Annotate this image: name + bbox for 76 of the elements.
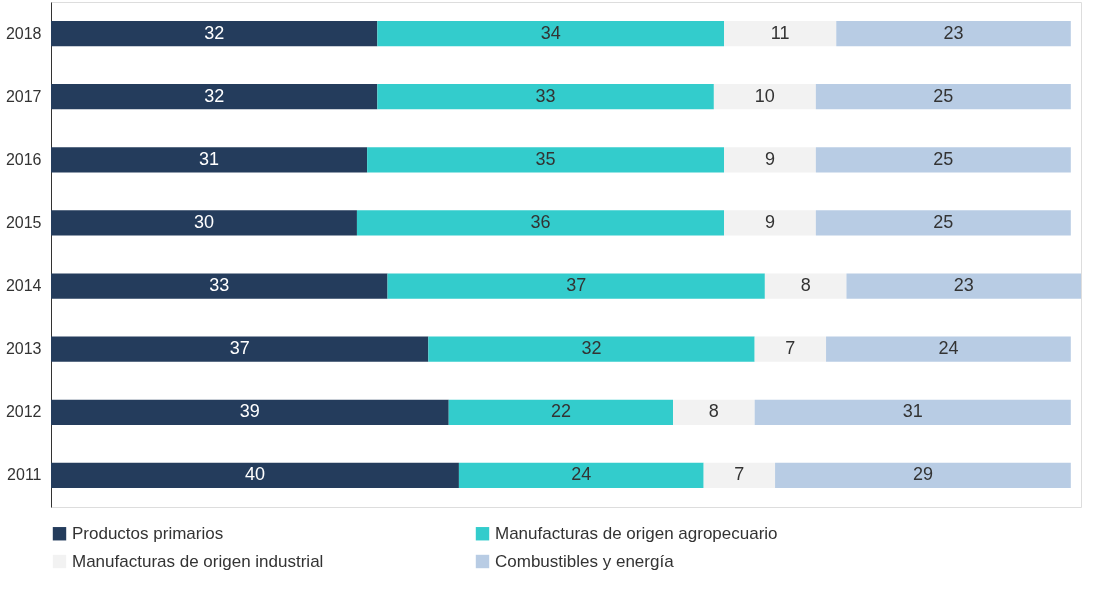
data-label: 25 — [933, 211, 954, 232]
bar — [367, 147, 725, 173]
data-label: 23 — [943, 22, 964, 43]
bar — [356, 210, 725, 236]
bar — [377, 20, 725, 47]
bar — [775, 462, 1071, 489]
bar — [724, 210, 816, 236]
data-label: 32 — [204, 85, 225, 106]
bar — [51, 273, 388, 299]
data-label: 31 — [902, 401, 923, 422]
bar — [724, 20, 837, 47]
bar — [428, 336, 755, 362]
bar — [51, 20, 378, 47]
bar — [815, 210, 1071, 236]
y-tick-label: 2012 — [5, 403, 42, 421]
data-label: 33 — [535, 85, 556, 106]
y-tick-label: 2014 — [5, 277, 42, 295]
bar — [815, 147, 1071, 173]
bar — [754, 399, 1071, 425]
y-tick-label: 2018 — [5, 24, 42, 42]
legend-label: Combustibles y energía — [495, 551, 675, 571]
data-label: 9 — [764, 211, 775, 232]
data-label: 23 — [953, 275, 974, 296]
bar — [713, 84, 816, 110]
y-tick-label: 2011 — [7, 466, 42, 484]
data-label: 34 — [540, 22, 561, 43]
bar — [846, 273, 1081, 299]
data-label: 33 — [209, 275, 230, 296]
data-label: 29 — [912, 464, 933, 485]
bar — [724, 147, 816, 173]
bar — [754, 336, 827, 362]
data-label: 8 — [800, 275, 811, 296]
data-label: 37 — [566, 275, 587, 296]
data-label: 32 — [581, 338, 602, 359]
y-tick-label: 2013 — [5, 340, 42, 358]
bar — [764, 273, 847, 299]
data-label: 22 — [550, 401, 571, 422]
bar — [51, 462, 459, 489]
data-label: 7 — [785, 338, 796, 359]
data-label: 10 — [754, 85, 775, 106]
bar — [826, 336, 1071, 362]
data-label: 40 — [244, 464, 265, 485]
data-label: 32 — [204, 22, 225, 43]
bar — [448, 399, 674, 425]
y-tick-label: 2017 — [5, 87, 42, 105]
data-label: 37 — [229, 338, 250, 359]
legend-label: Manufacturas de origen industrial — [72, 551, 324, 571]
data-label: 35 — [535, 148, 556, 169]
bar — [458, 462, 704, 489]
y-tick-label: 2015 — [5, 213, 42, 231]
bar — [51, 210, 357, 236]
data-label: 9 — [764, 148, 775, 169]
bar — [387, 273, 765, 299]
data-label: 31 — [199, 148, 220, 169]
legend-label: Productos primarios — [72, 523, 224, 543]
bar — [51, 336, 429, 362]
legend-label: Manufacturas de origen agropecuario — [495, 523, 778, 543]
bar — [51, 84, 378, 110]
bar — [836, 20, 1071, 47]
data-label: 39 — [239, 401, 260, 422]
bar — [51, 399, 449, 425]
data-label: 25 — [933, 85, 954, 106]
data-label: 24 — [571, 464, 592, 485]
bar — [703, 462, 776, 489]
bar — [377, 84, 714, 110]
bar — [815, 84, 1071, 110]
data-label: 11 — [770, 22, 790, 43]
data-label: 8 — [708, 401, 719, 422]
bar — [51, 147, 368, 173]
data-label: 7 — [734, 464, 745, 485]
data-label: 30 — [193, 211, 214, 232]
data-label: 36 — [530, 211, 551, 232]
data-label: 24 — [938, 338, 959, 359]
data-label: 25 — [933, 148, 954, 169]
y-tick-label: 2016 — [5, 150, 42, 168]
bar — [673, 399, 755, 425]
